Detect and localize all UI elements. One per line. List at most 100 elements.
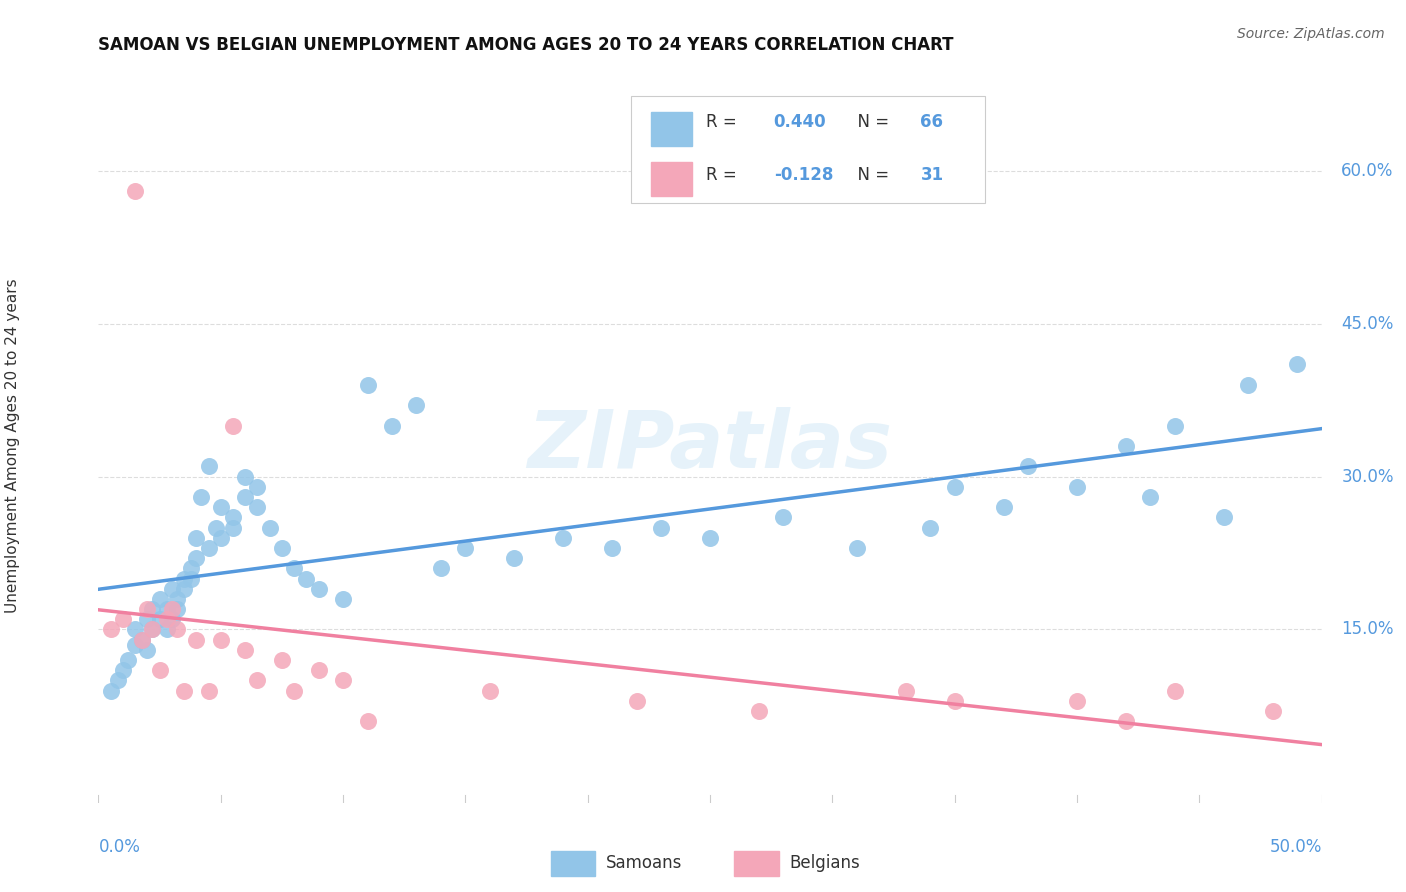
Point bbox=[246, 480, 269, 494]
Point bbox=[141, 623, 163, 637]
Point bbox=[156, 623, 179, 637]
Point bbox=[136, 612, 159, 626]
Point bbox=[180, 572, 202, 586]
Point bbox=[197, 683, 219, 698]
Point bbox=[1017, 459, 1039, 474]
Point bbox=[259, 520, 281, 534]
Text: R =: R = bbox=[706, 113, 742, 131]
Point bbox=[117, 653, 139, 667]
Text: R =: R = bbox=[706, 166, 742, 184]
Text: 50.0%: 50.0% bbox=[1270, 838, 1322, 856]
Point bbox=[233, 469, 256, 483]
Point bbox=[149, 663, 172, 677]
Point bbox=[308, 663, 330, 677]
Text: 30.0%: 30.0% bbox=[1341, 467, 1393, 485]
Point bbox=[1237, 377, 1260, 392]
Point bbox=[149, 591, 172, 606]
Point bbox=[270, 541, 294, 555]
Point bbox=[920, 520, 942, 534]
Text: Unemployment Among Ages 20 to 24 years: Unemployment Among Ages 20 to 24 years bbox=[6, 278, 20, 614]
Point bbox=[246, 673, 269, 688]
Text: 0.0%: 0.0% bbox=[98, 838, 141, 856]
Point bbox=[136, 602, 159, 616]
Point bbox=[222, 510, 245, 524]
Point bbox=[283, 561, 305, 575]
Point bbox=[1261, 704, 1284, 718]
Point bbox=[308, 582, 330, 596]
Text: Belgians: Belgians bbox=[790, 855, 860, 872]
Text: ZIPatlas: ZIPatlas bbox=[527, 407, 893, 485]
Point bbox=[209, 531, 232, 545]
Point bbox=[1066, 480, 1088, 494]
Text: 31: 31 bbox=[921, 166, 943, 184]
Bar bbox=[651, 162, 692, 196]
Point bbox=[626, 694, 648, 708]
Point bbox=[454, 541, 477, 555]
Point bbox=[209, 632, 232, 647]
Point bbox=[149, 612, 172, 626]
Point bbox=[100, 623, 122, 637]
Point bbox=[173, 582, 195, 596]
Point bbox=[131, 632, 153, 647]
Text: -0.128: -0.128 bbox=[773, 166, 832, 184]
Point bbox=[141, 602, 163, 616]
Text: SAMOAN VS BELGIAN UNEMPLOYMENT AMONG AGES 20 TO 24 YEARS CORRELATION CHART: SAMOAN VS BELGIAN UNEMPLOYMENT AMONG AGE… bbox=[98, 36, 953, 54]
Point bbox=[1164, 683, 1187, 698]
Point bbox=[233, 490, 256, 504]
Text: 45.0%: 45.0% bbox=[1341, 315, 1393, 333]
Text: 66: 66 bbox=[921, 113, 943, 131]
Point bbox=[699, 531, 721, 545]
Point bbox=[600, 541, 623, 555]
Bar bbox=[734, 851, 779, 876]
Point bbox=[478, 683, 501, 698]
Point bbox=[186, 632, 208, 647]
Point bbox=[111, 663, 134, 677]
Text: N =: N = bbox=[846, 166, 894, 184]
Point bbox=[1066, 694, 1088, 708]
Point bbox=[246, 500, 269, 515]
Point bbox=[993, 500, 1015, 515]
Point bbox=[356, 377, 378, 392]
Point bbox=[166, 623, 188, 637]
Point bbox=[205, 520, 228, 534]
Point bbox=[430, 561, 453, 575]
Point bbox=[1212, 510, 1234, 524]
Point bbox=[356, 714, 378, 729]
Point bbox=[141, 623, 163, 637]
Point bbox=[156, 612, 179, 626]
Text: 0.440: 0.440 bbox=[773, 113, 827, 131]
Text: Source: ZipAtlas.com: Source: ZipAtlas.com bbox=[1237, 27, 1385, 41]
Text: 60.0%: 60.0% bbox=[1341, 161, 1393, 180]
Point bbox=[1164, 418, 1187, 433]
Point bbox=[943, 694, 966, 708]
Point bbox=[650, 520, 672, 534]
Bar bbox=[551, 851, 595, 876]
Point bbox=[186, 531, 208, 545]
Point bbox=[131, 632, 153, 647]
Point bbox=[107, 673, 129, 688]
Point bbox=[136, 643, 159, 657]
Point bbox=[894, 683, 917, 698]
Point bbox=[197, 459, 219, 474]
Point bbox=[166, 591, 188, 606]
Point bbox=[111, 612, 134, 626]
Point bbox=[553, 531, 575, 545]
Point bbox=[124, 623, 146, 637]
Point bbox=[160, 602, 183, 616]
Point bbox=[270, 653, 294, 667]
Point bbox=[1286, 358, 1309, 372]
Point bbox=[197, 541, 219, 555]
Point bbox=[160, 612, 183, 626]
Point bbox=[381, 418, 404, 433]
Point bbox=[295, 572, 318, 586]
Point bbox=[124, 638, 146, 652]
Point bbox=[180, 561, 202, 575]
Text: N =: N = bbox=[846, 113, 894, 131]
Point bbox=[1139, 490, 1161, 504]
Point bbox=[772, 510, 794, 524]
Text: 15.0%: 15.0% bbox=[1341, 621, 1393, 639]
Point bbox=[332, 591, 354, 606]
Bar bbox=[651, 112, 692, 146]
Point bbox=[173, 683, 195, 698]
Point bbox=[173, 572, 195, 586]
